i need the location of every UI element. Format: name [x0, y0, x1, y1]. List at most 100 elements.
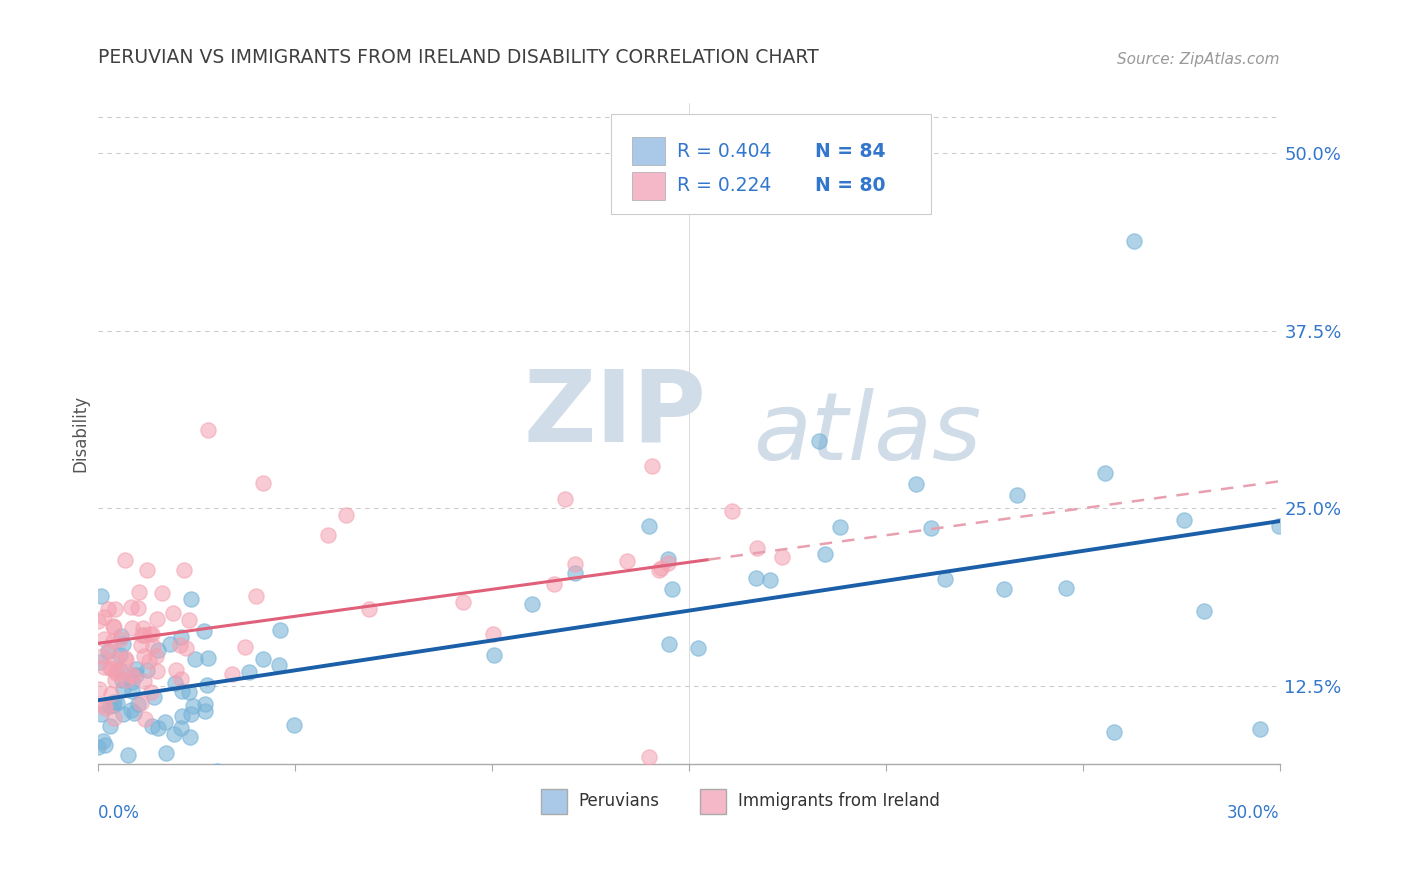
Point	[905, 477, 928, 491]
Point	[173, 563, 195, 577]
Text: atlas: atlas	[754, 388, 981, 479]
FancyBboxPatch shape	[541, 789, 567, 814]
Point	[993, 582, 1015, 596]
Text: ZIP: ZIP	[523, 366, 706, 462]
Point	[104, 652, 127, 666]
Point	[657, 551, 679, 566]
Point	[114, 653, 136, 667]
Point	[745, 541, 768, 556]
Point	[245, 589, 267, 603]
Point	[252, 652, 274, 666]
Point	[647, 563, 669, 577]
Point	[93, 698, 115, 712]
Point	[1268, 518, 1291, 533]
Point	[357, 601, 380, 615]
Point	[165, 663, 187, 677]
Point	[1173, 512, 1195, 526]
Point	[96, 602, 118, 616]
Point	[120, 600, 142, 615]
Point	[108, 632, 131, 646]
Point	[145, 649, 167, 664]
Point	[170, 683, 193, 698]
Point	[195, 678, 218, 692]
Point	[169, 630, 191, 644]
Point	[136, 563, 159, 577]
Point	[830, 520, 852, 534]
Point	[100, 687, 122, 701]
Point	[108, 648, 131, 662]
Point	[770, 549, 793, 564]
Point	[163, 727, 186, 741]
Point	[115, 673, 138, 687]
Point	[108, 663, 131, 677]
Point	[934, 573, 956, 587]
Point	[91, 733, 114, 747]
Point	[101, 619, 124, 633]
Text: Peruvians: Peruvians	[579, 792, 659, 810]
Point	[98, 698, 121, 713]
Point	[661, 582, 683, 596]
Point	[104, 673, 127, 687]
Point	[141, 627, 163, 641]
Point	[114, 553, 136, 567]
Text: N = 84: N = 84	[815, 142, 886, 161]
Point	[252, 475, 274, 490]
Point	[177, 614, 200, 628]
Point	[1122, 234, 1144, 248]
Point	[638, 750, 661, 764]
Point	[745, 571, 768, 585]
Point	[1005, 488, 1028, 502]
Point	[197, 651, 219, 665]
Point	[121, 621, 143, 635]
Point	[194, 698, 217, 712]
Point	[159, 638, 181, 652]
Point	[127, 697, 149, 711]
Point	[118, 666, 141, 681]
Point	[197, 423, 219, 437]
Point	[87, 739, 110, 754]
Point	[93, 700, 115, 714]
Point	[142, 640, 165, 654]
Point	[688, 640, 710, 655]
Point	[129, 638, 152, 652]
Point	[194, 704, 217, 718]
Point	[181, 699, 204, 714]
Point	[98, 644, 121, 658]
Point	[98, 661, 121, 675]
Point	[170, 709, 193, 723]
Point	[267, 657, 290, 672]
Point	[128, 585, 150, 599]
Point	[93, 660, 115, 674]
Point	[520, 598, 543, 612]
Text: Source: ZipAtlas.com: Source: ZipAtlas.com	[1116, 52, 1279, 67]
Point	[93, 610, 115, 624]
Point	[122, 668, 145, 682]
Point	[1249, 722, 1271, 736]
Point	[180, 591, 202, 606]
Text: PERUVIAN VS IMMIGRANTS FROM IRELAND DISABILITY CORRELATION CHART: PERUVIAN VS IMMIGRANTS FROM IRELAND DISA…	[97, 47, 818, 67]
Point	[103, 711, 125, 725]
Point	[132, 673, 155, 688]
Point	[920, 521, 942, 535]
Point	[153, 714, 176, 729]
Point	[814, 547, 837, 561]
Point	[127, 600, 149, 615]
Point	[94, 738, 117, 752]
Point	[104, 602, 127, 616]
Point	[131, 627, 153, 641]
Point	[122, 706, 145, 721]
Y-axis label: Disability: Disability	[72, 395, 89, 472]
Point	[146, 664, 169, 678]
Point	[89, 681, 111, 696]
Point	[650, 561, 672, 575]
Point	[111, 637, 134, 651]
Point	[138, 654, 160, 668]
Point	[105, 666, 128, 681]
Point	[141, 684, 163, 698]
Point	[132, 628, 155, 642]
Point	[1054, 581, 1077, 595]
Point	[139, 626, 162, 640]
Point	[101, 698, 124, 712]
Point	[131, 696, 153, 710]
Point	[136, 663, 159, 677]
